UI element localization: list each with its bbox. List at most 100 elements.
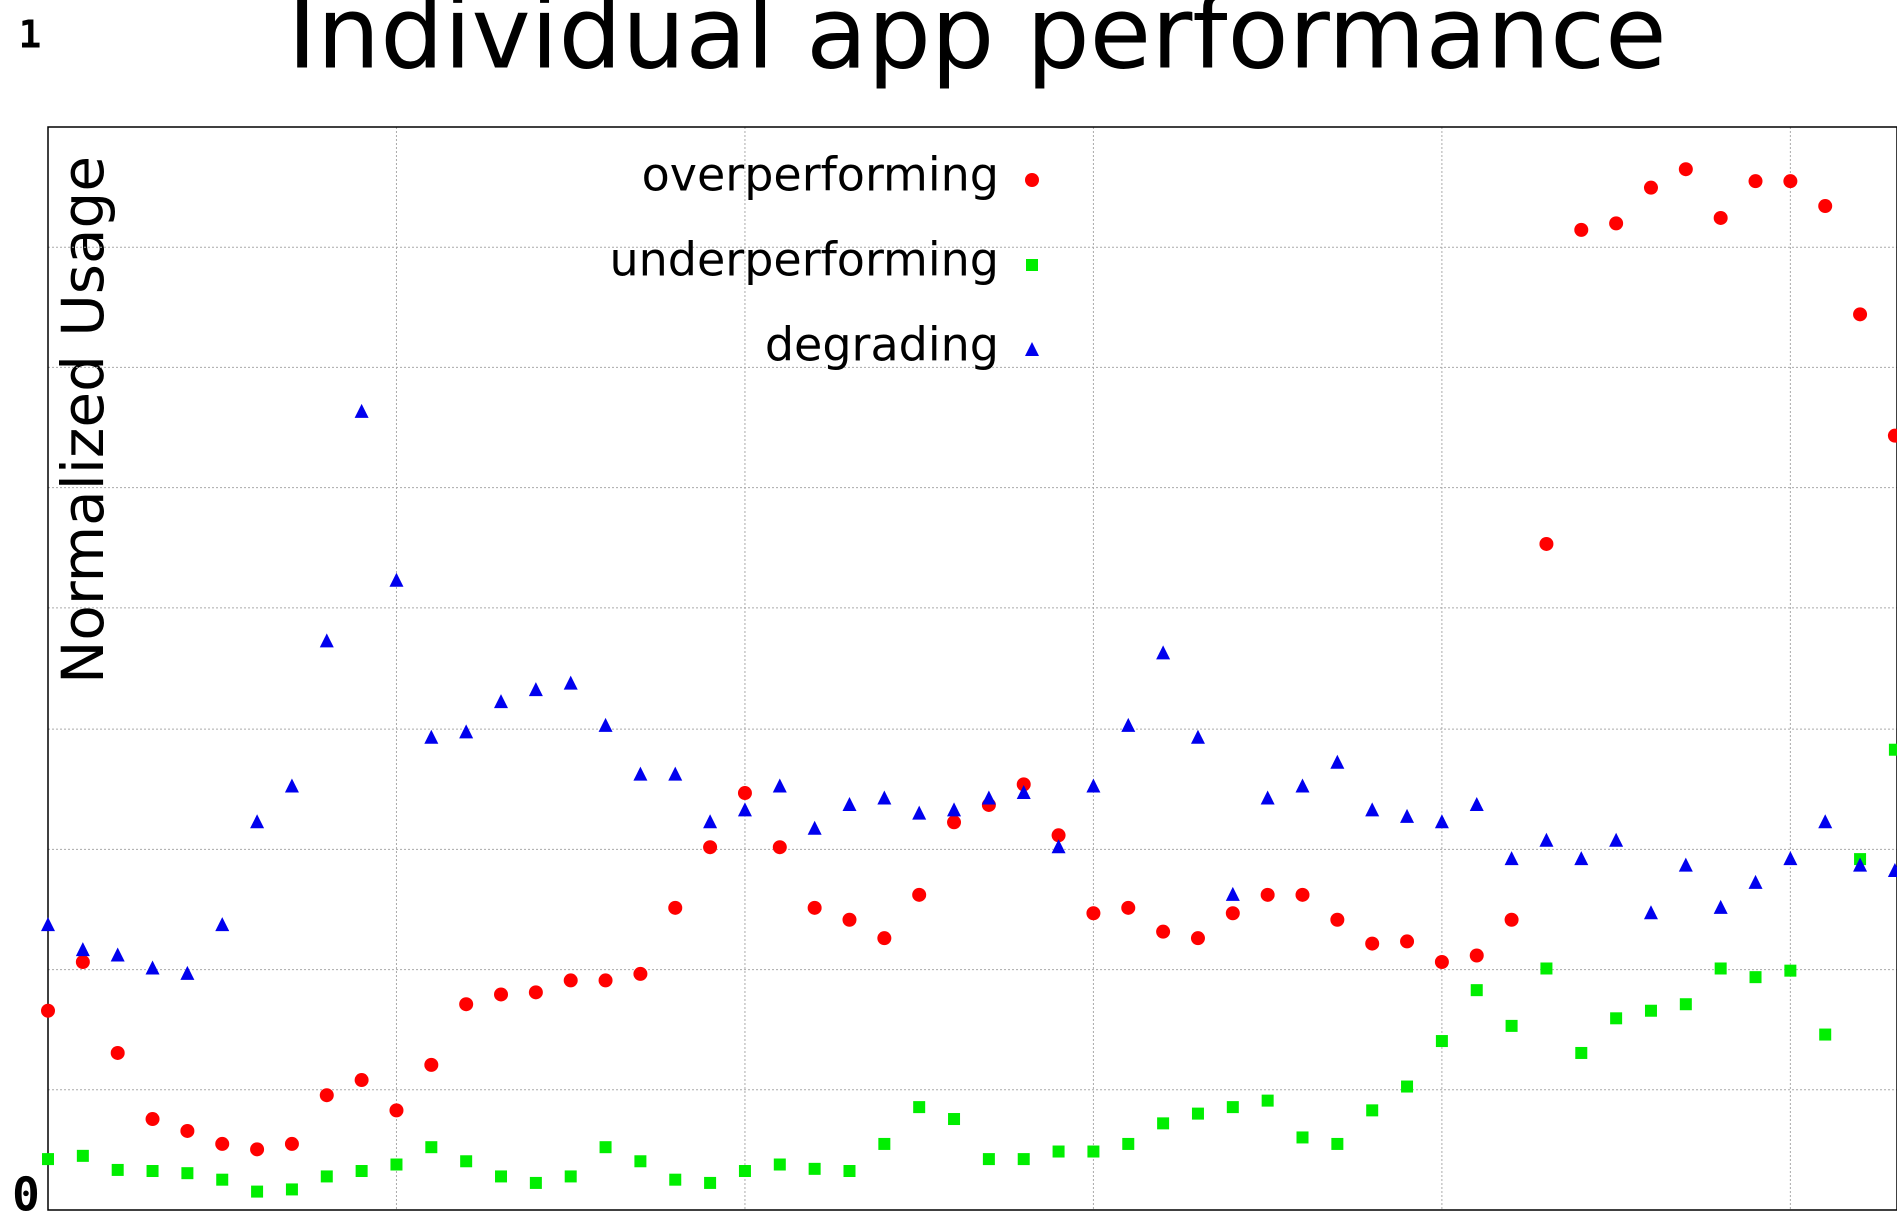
circle-marker: [598, 973, 613, 988]
square-marker: [564, 1170, 577, 1183]
legend-label: overperforming: [642, 148, 999, 202]
chart-title: Individual app performance: [287, 0, 1666, 91]
circle-marker: [389, 1103, 404, 1118]
triangle-marker: [1643, 905, 1658, 920]
triangle-marker: [1783, 851, 1798, 866]
square-marker: [599, 1141, 612, 1154]
circle-marker: [1643, 180, 1658, 195]
triangle-marker: [842, 796, 857, 811]
square-marker: [1714, 962, 1727, 975]
circle-marker: [1783, 174, 1798, 189]
triangle-marker: [1121, 717, 1136, 732]
triangle-marker: [319, 633, 334, 648]
triangle-marker: [250, 814, 265, 829]
circle-marker: [1748, 174, 1763, 189]
triangle-marker: [215, 917, 230, 932]
triangle-marker: [1260, 790, 1275, 805]
circle-marker: [1225, 906, 1240, 921]
square-marker: [285, 1183, 298, 1196]
circle-marker: [284, 1136, 299, 1151]
square-marker: [251, 1185, 264, 1198]
circle-marker: [1434, 954, 1449, 969]
square-marker: [1749, 971, 1762, 984]
triangle-marker: [598, 717, 613, 732]
triangle-marker: [633, 766, 648, 781]
triangle-marker: [1469, 796, 1484, 811]
circle-marker: [180, 1123, 195, 1138]
y-tick-label: 1: [19, 13, 42, 57]
square-marker: [878, 1137, 891, 1150]
triangle-marker: [1190, 729, 1205, 744]
square-marker: [425, 1141, 438, 1154]
triangle-marker: [459, 724, 474, 739]
square-marker: [320, 1170, 333, 1183]
triangle-marker: [1853, 857, 1868, 872]
triangle-marker: [1225, 886, 1240, 901]
circle-marker: [1086, 906, 1101, 921]
square-marker: [1644, 1004, 1657, 1017]
circle-marker: [424, 1057, 439, 1072]
square-marker: [355, 1165, 368, 1178]
circle-marker: [354, 1073, 369, 1088]
square-marker: [460, 1155, 473, 1168]
circle-marker: [41, 1003, 55, 1018]
triangle-marker: [1051, 839, 1066, 854]
square-marker: [1888, 743, 1897, 756]
circle-marker: [1818, 199, 1833, 214]
square-marker: [948, 1113, 961, 1126]
square-marker: [773, 1158, 786, 1171]
square-marker: [1470, 984, 1483, 997]
triangle-marker: [494, 694, 509, 709]
plot-frame: [47, 126, 1897, 1211]
circle-marker: [1539, 536, 1554, 551]
square-marker: [181, 1167, 194, 1180]
circle-marker: [319, 1088, 334, 1103]
circle-marker: [1887, 428, 1897, 443]
triangle-marker: [563, 675, 578, 690]
square-marker: [529, 1176, 542, 1189]
square-marker: [913, 1101, 926, 1114]
circle-marker: [494, 987, 509, 1002]
circle-marker: [1678, 162, 1693, 177]
triangle-marker: [1086, 778, 1101, 793]
triangle-marker: [1539, 832, 1554, 847]
triangle-marker: [1365, 802, 1380, 817]
square-marker: [738, 1165, 751, 1178]
circle-marker: [1190, 931, 1205, 946]
triangle-marker: [180, 965, 195, 980]
circle-marker: [1504, 912, 1519, 927]
circle-marker: [1295, 887, 1310, 902]
legend-label: underperforming: [609, 233, 999, 287]
square-marker: [704, 1176, 717, 1189]
triangle-marker: [981, 790, 996, 805]
legend-marker: [1026, 259, 1038, 271]
triangle-marker: [737, 802, 752, 817]
square-marker: [982, 1153, 995, 1166]
triangle-marker: [41, 917, 55, 932]
circle-marker: [1853, 307, 1868, 322]
circle-marker: [1156, 924, 1171, 939]
circle-marker: [528, 985, 543, 1000]
square-marker: [76, 1149, 89, 1162]
square-marker: [42, 1153, 54, 1166]
triangle-marker: [145, 960, 160, 975]
square-marker: [1017, 1153, 1030, 1166]
triangle-marker: [110, 947, 125, 962]
square-marker: [390, 1158, 403, 1171]
circle-marker: [912, 887, 927, 902]
square-marker: [1784, 964, 1797, 977]
square-marker: [1610, 1012, 1623, 1025]
square-marker: [1296, 1131, 1309, 1144]
square-marker: [1435, 1035, 1448, 1048]
square-marker: [1157, 1117, 1170, 1130]
circle-marker: [1121, 900, 1136, 915]
circle-marker: [1713, 210, 1728, 225]
square-marker: [1679, 998, 1692, 1011]
square-marker: [495, 1170, 508, 1183]
triangle-marker: [354, 403, 369, 418]
triangle-marker: [1400, 808, 1415, 823]
triangle-marker: [1574, 851, 1589, 866]
square-marker: [1575, 1046, 1588, 1059]
square-marker: [1401, 1080, 1414, 1093]
